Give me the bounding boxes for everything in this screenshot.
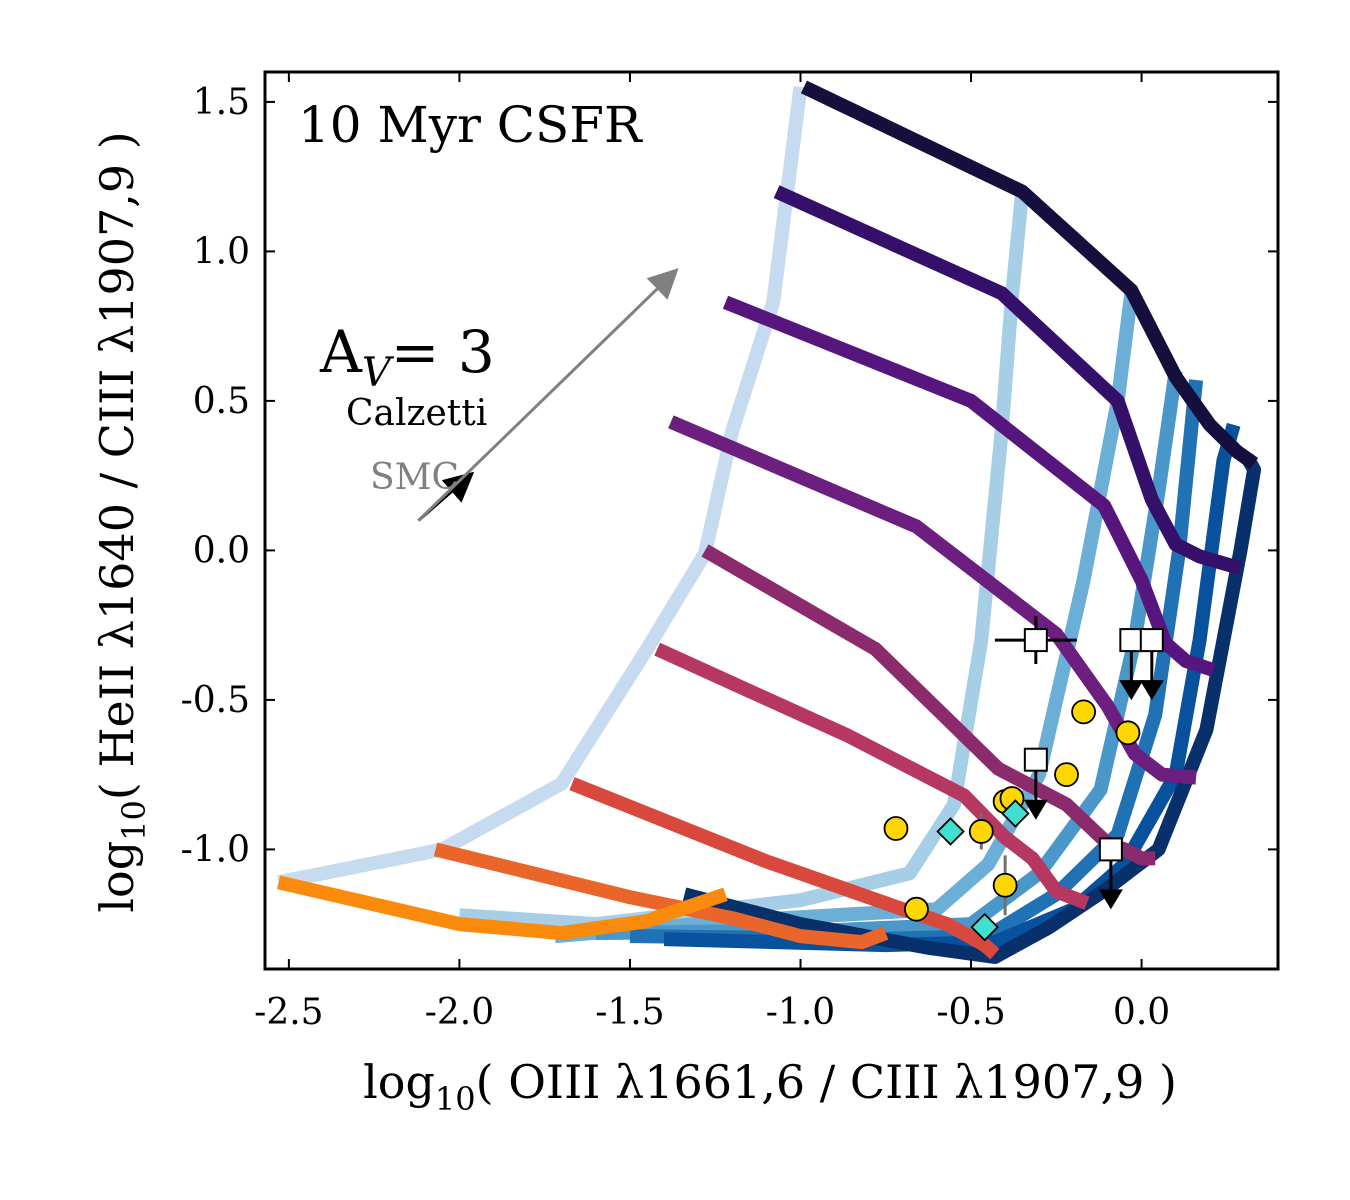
data-point-circle-8 bbox=[1071, 699, 1096, 725]
data-point-diamond-1 bbox=[936, 817, 965, 846]
model-line-blue-1 bbox=[277, 86, 808, 890]
x-axis-label: log10( OIII λ1661,6 / CIII λ1907,9 ) bbox=[363, 1055, 1177, 1118]
x-tick-label: -0.5 bbox=[936, 992, 1005, 1033]
y-tick-label: -0.5 bbox=[181, 680, 250, 721]
data-point-square-1 bbox=[1023, 628, 1048, 653]
plot-frame bbox=[263, 70, 1280, 971]
data-point-circle-2 bbox=[904, 896, 929, 922]
data-point-circle-9 bbox=[1115, 720, 1141, 746]
x-tick-label: -1.5 bbox=[595, 992, 664, 1033]
calzetti-label: Calzetti bbox=[346, 393, 487, 434]
chart-title: 10 Myr CSFR bbox=[298, 96, 643, 154]
y-tick-label: 1.0 bbox=[193, 231, 250, 272]
model-line-warm-4 bbox=[668, 415, 1197, 785]
svg-text:AV= 3: AV= 3 bbox=[319, 318, 495, 396]
model-line-blue-3 bbox=[554, 292, 1139, 944]
data-point-square-3 bbox=[1139, 628, 1164, 653]
smc-label: SMC bbox=[370, 457, 459, 498]
av-annotation: AV= 3 Calzetti SMC bbox=[319, 318, 495, 498]
data-point-circle-6 bbox=[992, 872, 1018, 898]
data-point-circle-7 bbox=[1054, 762, 1079, 788]
model-line-warm-5 bbox=[701, 544, 1156, 866]
data-point-circle-3 bbox=[968, 819, 994, 844]
data-point-square-2 bbox=[1119, 628, 1144, 653]
data-point-diamond-3 bbox=[970, 912, 999, 942]
y-tick-label: -1.0 bbox=[181, 829, 250, 870]
model-line-warm-6 bbox=[654, 642, 1090, 910]
y-axis-label: log10( HeII λ1640 / CIII λ1907,9 ) bbox=[90, 131, 153, 912]
data-point-square-5 bbox=[1098, 837, 1123, 862]
data-point-circle-1 bbox=[883, 816, 909, 841]
data-point-square-4 bbox=[1023, 747, 1048, 772]
y-tick-label: 1.5 bbox=[193, 82, 250, 123]
av-main: A bbox=[319, 318, 363, 386]
data-point-square-4-limit-arrow bbox=[1023, 799, 1048, 820]
model-line-warm-2 bbox=[773, 185, 1243, 576]
model-line-warm-8 bbox=[433, 842, 889, 950]
model-line-warm-3 bbox=[722, 295, 1216, 677]
av-value: = 3 bbox=[391, 318, 495, 386]
data-point-square-2-limit-arrow bbox=[1119, 680, 1144, 701]
data-point-square-3-limit-arrow bbox=[1139, 680, 1164, 701]
x-tick-label: -1.0 bbox=[766, 992, 835, 1033]
model-line-warm-1 bbox=[800, 80, 1259, 470]
extinction-vector-calzetti bbox=[417, 268, 679, 522]
x-tick-label: -2.5 bbox=[254, 992, 323, 1033]
model-line-warm-9 bbox=[277, 875, 728, 941]
data-point-square-5-limit-arrow bbox=[1098, 889, 1123, 910]
x-tick-label: 0.0 bbox=[1113, 992, 1170, 1033]
y-tick-label: 0.0 bbox=[193, 530, 250, 571]
y-tick-label: 0.5 bbox=[193, 381, 250, 422]
data-point-diamond-2 bbox=[1001, 799, 1030, 828]
av-sub: V bbox=[362, 350, 395, 396]
x-tick-label: -2.0 bbox=[425, 992, 494, 1033]
